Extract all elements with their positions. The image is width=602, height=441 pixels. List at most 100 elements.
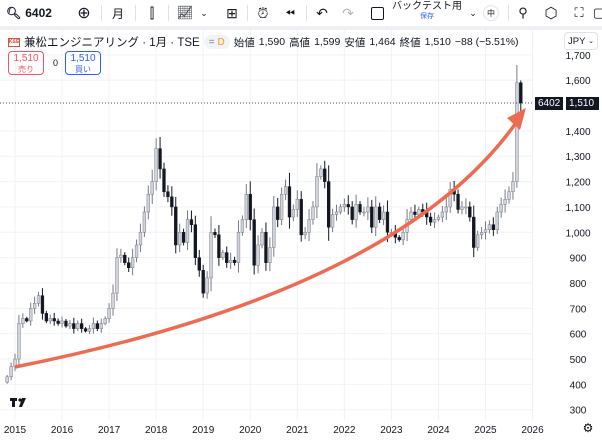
candle-body: [428, 216, 433, 223]
currency-select[interactable]: JPY ⌄: [564, 32, 598, 50]
sell-button[interactable]: 1,510 売り: [8, 51, 44, 75]
candle: [248, 181, 252, 231]
price-tick-label: 1,700: [565, 51, 590, 62]
candle-body: [303, 232, 307, 236]
open-label: 始値: [233, 36, 255, 49]
tradingview-logo: [10, 398, 26, 407]
chevron-down-icon[interactable]: ⌄: [469, 7, 477, 18]
chevron-down-icon[interactable]: ⌄: [200, 7, 208, 18]
time-tick-label: 2024: [427, 425, 450, 436]
candle-body: [162, 168, 166, 192]
candle-body: [323, 168, 327, 182]
symbol-title[interactable]: 兼松エンジニアリング · 1月 · TSE: [24, 37, 200, 49]
candle: [197, 249, 201, 277]
undo-icon[interactable]: ↶: [316, 4, 328, 21]
candle: [503, 189, 507, 213]
candle: [25, 316, 29, 323]
layout-save[interactable]: バックテスト用 保存: [392, 2, 462, 22]
interval-button[interactable]: 月: [111, 6, 124, 21]
candle-body: [338, 206, 343, 213]
candle-body: [123, 254, 127, 263]
candle-body: [244, 194, 248, 220]
candle: [40, 288, 45, 320]
candle: [166, 185, 170, 203]
candle: [432, 212, 437, 229]
time-tick-label: 2025: [474, 425, 497, 436]
candle: [483, 221, 488, 240]
candle-body: [342, 204, 347, 208]
candle: [374, 196, 378, 237]
quick-search-icon[interactable]: ⚲: [518, 5, 528, 20]
layout-grid-icon[interactable]: ⊞: [226, 4, 238, 21]
candle: [448, 182, 452, 213]
price-tick-label: 1,200: [565, 178, 590, 189]
change-value: −88 (−5.51%): [454, 36, 519, 48]
redo-icon[interactable]: ↷: [342, 4, 354, 21]
candle: [487, 220, 492, 234]
sell-label: 売り: [18, 65, 34, 74]
candle: [519, 80, 523, 115]
candle: [397, 235, 401, 242]
candle-body: [491, 224, 495, 230]
candle-body: [146, 194, 150, 213]
language-button[interactable]: 中: [483, 5, 499, 21]
candles-icon[interactable]: ⫿: [149, 4, 155, 21]
company-logo: K&E: [8, 37, 20, 47]
candle-body: [374, 206, 378, 228]
candle: [76, 320, 80, 332]
candle-body: [319, 168, 323, 177]
top-toolbar: 🔍︎ 6402 ⊕ 月 ⫿ 📈︎ ⌄ ⊞ ⏰︎ ⏪︎ ↶ ↷ バックテスト用 保存 …: [0, 0, 602, 26]
candle-body: [330, 214, 335, 228]
candle-body: [91, 323, 96, 329]
alert-clock-icon[interactable]: ⏰︎: [257, 4, 269, 21]
candle: [472, 205, 476, 258]
candle-body: [154, 148, 158, 182]
candle: [327, 165, 331, 241]
buy-button[interactable]: 1,510 買い: [65, 51, 101, 75]
candle: [115, 248, 119, 301]
candle-body: [295, 199, 299, 210]
layout-name: バックテスト用: [392, 1, 462, 12]
time-tick-label: 2022: [333, 425, 356, 436]
replay-icon[interactable]: ⏪︎: [285, 5, 295, 20]
candle-body: [103, 318, 107, 324]
time-tick-label: 2020: [239, 425, 262, 436]
candle: [323, 160, 327, 189]
candle-body: [307, 219, 311, 233]
arrow-curve: [14, 119, 520, 369]
candle: [464, 198, 468, 215]
status-pill[interactable]: = D: [203, 35, 230, 49]
grid: [0, 30, 534, 420]
fullscreen-icon[interactable]: ⛶: [574, 5, 584, 20]
candle: [354, 194, 358, 228]
candle: [283, 179, 288, 201]
price-chart[interactable]: 1,700 1,600 1,400 1,300 1,200 1,100 1,000 900 80…: [0, 30, 602, 441]
candle-body: [279, 194, 284, 220]
candle-body: [381, 211, 386, 220]
candle-body: [327, 181, 331, 228]
axis-settings-icon[interactable]: ⚙: [583, 421, 594, 435]
price-tick-label: 1,400: [565, 127, 590, 138]
candle-body: [264, 232, 268, 263]
settings-icon[interactable]: ⬡: [544, 5, 558, 22]
candle-body: [346, 204, 350, 208]
chevron-down-icon: ⌄: [588, 38, 594, 45]
candle-body: [60, 320, 64, 324]
delay-badge: D: [217, 36, 225, 48]
snapshot-icon[interactable]: ▢: [592, 5, 602, 20]
candle-body: [440, 211, 445, 218]
candle-body: [72, 323, 76, 329]
checkbox-icon[interactable]: [369, 3, 385, 23]
add-symbol-icon[interactable]: ⊕: [77, 5, 91, 22]
candle-body: [511, 181, 515, 192]
buy-price: 1,510: [70, 53, 96, 64]
candle: [150, 169, 154, 205]
candle: [377, 202, 382, 224]
candle-body: [178, 232, 182, 246]
candle-body: [436, 216, 441, 220]
candle-body: [87, 328, 92, 332]
symbol-search[interactable]: 🔍︎ 6402: [6, 3, 52, 23]
indicators-icon[interactable]: 📈︎: [176, 5, 194, 20]
candle-body: [479, 232, 484, 236]
candle: [232, 256, 237, 266]
